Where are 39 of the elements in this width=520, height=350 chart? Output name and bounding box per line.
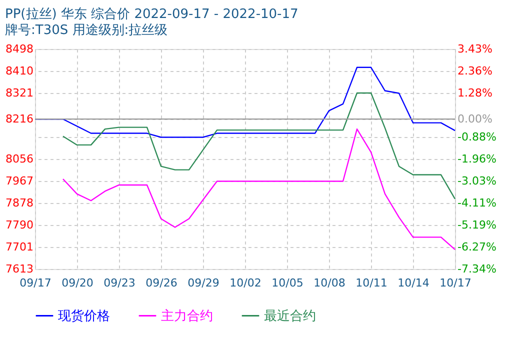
y2-tick-label: 2.36% bbox=[458, 64, 492, 78]
legend-label: 主力合约 bbox=[161, 308, 213, 324]
y2-tick-label: 3.43% bbox=[458, 42, 492, 56]
y-tick-label: 8321 bbox=[6, 86, 34, 100]
y-tick-label: 7790 bbox=[6, 218, 34, 232]
y2-tick-label: -1.96% bbox=[458, 152, 496, 166]
y2-tick-label: -6.27% bbox=[458, 240, 496, 254]
y-tick-label: 7701 bbox=[6, 240, 34, 254]
x-tick-label: 09/20 bbox=[62, 276, 94, 290]
line-series bbox=[62, 92, 456, 200]
y-tick-label: 8498 bbox=[6, 42, 34, 56]
x-tick-label: 09/17 bbox=[20, 276, 52, 290]
x-tick-label: 10/14 bbox=[398, 276, 430, 290]
y2-tick-label: -7.34% bbox=[458, 262, 496, 276]
y-tick-label: 7878 bbox=[6, 196, 34, 210]
y2-tick-label: -3.03% bbox=[458, 174, 496, 188]
chart-title: PP(拉丝) 华东 综合价 2022-09-17 - 2022-10-17 bbox=[5, 7, 298, 22]
y-tick-label: 7613 bbox=[6, 262, 34, 276]
y-tick-label: 8410 bbox=[6, 64, 34, 78]
legend-label: 现货价格 bbox=[58, 308, 110, 324]
x-tick-label: 09/29 bbox=[188, 276, 220, 290]
x-tick-label: 10/08 bbox=[314, 276, 346, 290]
y-tick-label: 7967 bbox=[6, 174, 34, 188]
y2-tick-label: -0.88% bbox=[458, 130, 496, 144]
x-tick-label: 10/11 bbox=[356, 276, 388, 290]
x-tick-label: 09/26 bbox=[146, 276, 178, 290]
y2-tick-label: -5.19% bbox=[458, 218, 496, 232]
y-tick-label: 8056 bbox=[6, 152, 34, 166]
line-series bbox=[62, 128, 456, 250]
y2-tick-label: -4.11% bbox=[458, 196, 496, 210]
y2-tick-label: 1.28% bbox=[458, 86, 492, 100]
y2-tick-label: 0.00% bbox=[458, 112, 492, 126]
x-tick-label: 10/02 bbox=[230, 276, 262, 290]
x-tick-label: 09/23 bbox=[104, 276, 136, 290]
y-tick-label: 8216 bbox=[6, 112, 34, 126]
x-tick-label: 10/05 bbox=[272, 276, 304, 290]
x-tick-label: 10/17 bbox=[440, 276, 472, 290]
chart-subtitle: 牌号:T30S 用途级别:拉丝级 bbox=[5, 23, 168, 38]
legend-label: 最近合约 bbox=[264, 308, 316, 324]
